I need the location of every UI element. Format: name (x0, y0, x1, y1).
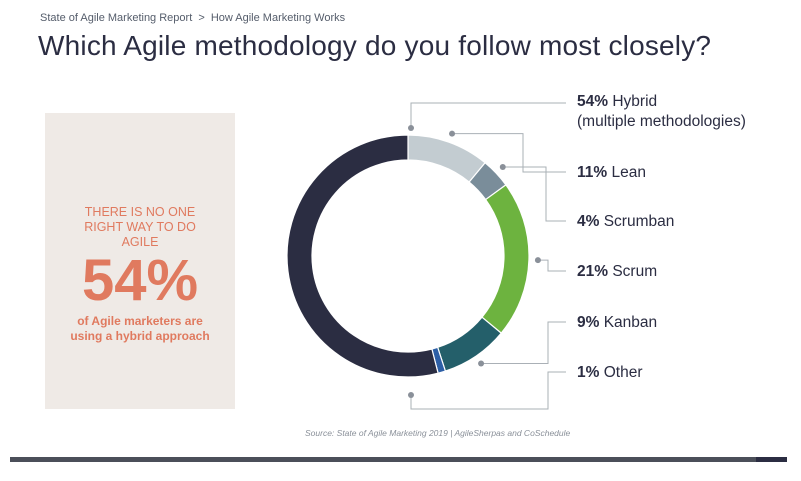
callout-stat: 54% (81, 248, 199, 313)
callout-panel: THERE IS NO ONE RIGHT WAY TO DO AGILE 54… (45, 113, 235, 409)
legend-label-hybrid: 54% Hybrid (multiple methodologies) (577, 93, 746, 130)
callout-subtext: of Agile marketers are using a hybrid ap… (70, 314, 210, 343)
leader-dot-hybrid (408, 125, 414, 131)
source-note: Source: State of Agile Marketing 2019 | … (305, 428, 571, 438)
leader-dot-lean (449, 130, 456, 137)
breadcrumb-separator: > (198, 12, 205, 24)
leader-line-scrum (537, 259, 566, 272)
legend-label-kanban: 9% Kanban (577, 314, 657, 331)
breadcrumb: State of Agile Marketing Report > How Ag… (40, 12, 345, 24)
leader-dot-scrum (534, 257, 541, 264)
bottom-bar (10, 457, 756, 462)
leader-dot-scrumban (499, 164, 506, 171)
leader-line-lean (452, 133, 566, 173)
page-title: Which Agile methodology do you follow mo… (38, 30, 712, 61)
legend-label-scrumban: 4% Scrumban (577, 213, 674, 230)
leader-line-scrumban (502, 166, 566, 222)
bottom-bar-accent (756, 457, 787, 462)
leader-line-other (410, 371, 566, 410)
donut-slice-lean (407, 134, 486, 183)
callout-headline: THERE IS NO ONE RIGHT WAY TO DO AGILE (84, 205, 196, 249)
donut-slice-hybrid (286, 134, 439, 378)
donut-slice-scrum (481, 184, 530, 334)
donut-slice-kanban (436, 316, 503, 372)
breadcrumb-report: State of Agile Marketing Report (40, 12, 193, 24)
leader-dot-kanban (478, 360, 485, 367)
leader-dot-other (408, 392, 414, 398)
legend-label-lean: 11% Lean (577, 164, 646, 181)
breadcrumb-section: How Agile Marketing Works (210, 12, 346, 24)
legend-label-other: 1% Other (577, 364, 642, 381)
legend-label-scrum: 21% Scrum (577, 263, 657, 280)
leader-line-hybrid (410, 102, 566, 128)
leader-line-kanban (481, 321, 566, 365)
